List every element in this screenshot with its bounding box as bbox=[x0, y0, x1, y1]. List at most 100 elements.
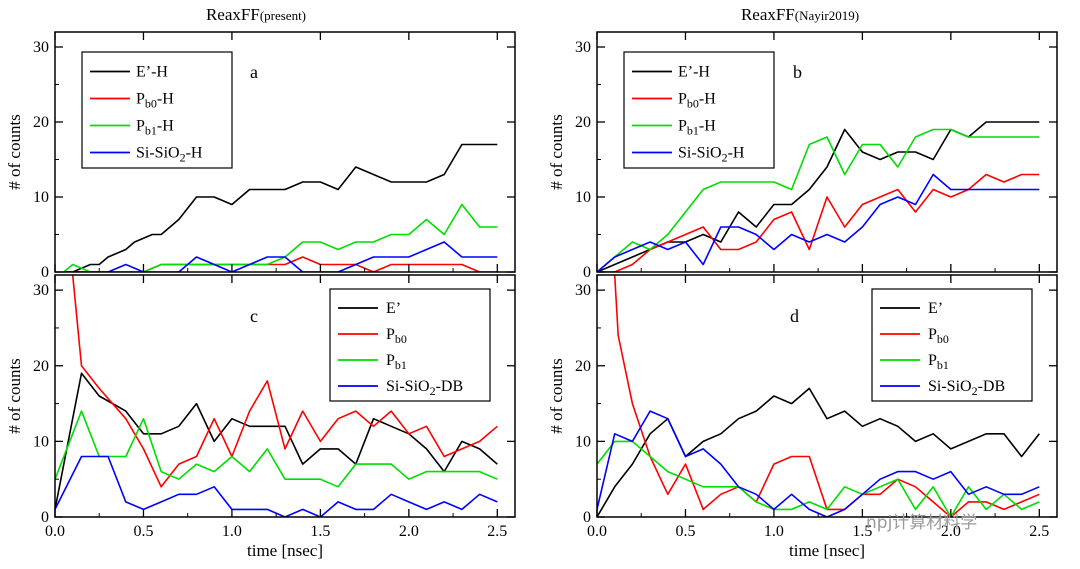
legend-label-part: 2 bbox=[430, 384, 436, 398]
panel-letter: d bbox=[790, 306, 799, 326]
panel-letter: a bbox=[250, 62, 258, 82]
legend-label-part: -H bbox=[699, 118, 716, 135]
y-tick-label: 20 bbox=[33, 114, 49, 131]
legend-label: Pb1 bbox=[386, 352, 407, 372]
series-line-c-0 bbox=[55, 372, 498, 510]
legend-label-part: -H bbox=[157, 91, 174, 108]
plot-frame-d bbox=[596, 274, 1058, 518]
plot-frame-c bbox=[54, 274, 516, 518]
x-tick-label: 2.5 bbox=[1029, 523, 1049, 540]
legend-label-part: P bbox=[136, 118, 145, 135]
y-tick-label: 20 bbox=[33, 358, 49, 375]
x-tick-label: 2.5 bbox=[487, 523, 507, 540]
series-line-a-0 bbox=[63, 143, 498, 272]
legend-label-part: P bbox=[678, 118, 687, 135]
y-axis-label: # of counts bbox=[547, 114, 566, 190]
legend-label: Pb0 bbox=[928, 326, 949, 346]
legend-label-part: b0 bbox=[687, 97, 699, 111]
legend-label: Pb1-H bbox=[136, 118, 174, 138]
series-line-b-1 bbox=[597, 173, 1040, 272]
series-line-d-1 bbox=[613, 275, 1040, 517]
y-tick-label: 10 bbox=[575, 189, 591, 206]
series-line-b-3 bbox=[597, 173, 1040, 272]
x-tick-label: 1.5 bbox=[852, 523, 872, 540]
x-tick-label: 1.5 bbox=[310, 523, 330, 540]
legend-label: Pb0-H bbox=[136, 91, 174, 111]
panel-letter: c bbox=[250, 306, 258, 326]
y-tick-label: 10 bbox=[33, 189, 49, 206]
series-line-d-0 bbox=[597, 387, 1040, 517]
y-tick-label: 0 bbox=[41, 509, 49, 526]
legend-label-part: P bbox=[678, 91, 687, 108]
panel-letter: b bbox=[793, 62, 802, 82]
x-tick-label: 0.5 bbox=[133, 523, 153, 540]
series-line-d-2 bbox=[597, 440, 1040, 517]
column-title-left: ReaxFF(present) bbox=[206, 5, 306, 24]
watermark: npj计算材料学 bbox=[866, 513, 977, 533]
legend-label-part: Si-SiO bbox=[386, 378, 430, 395]
x-tick-label: 2.0 bbox=[399, 523, 419, 540]
y-tick-label: 0 bbox=[583, 509, 591, 526]
legend-label-part: Si-SiO bbox=[928, 378, 972, 395]
y-tick-label: 30 bbox=[33, 39, 49, 56]
legend-label: E’ bbox=[386, 300, 401, 317]
legend-label-part: E’-H bbox=[678, 64, 710, 81]
y-tick-label: 10 bbox=[33, 433, 49, 450]
legend-d: E’ Pb0 Pb1 Si-SiO2-DB bbox=[871, 288, 1033, 402]
series-line-c-2 bbox=[55, 410, 498, 488]
x-axis-label: time [nsec] bbox=[789, 541, 865, 560]
plot-frame-a bbox=[54, 31, 516, 273]
legend-label-part: -H bbox=[157, 118, 174, 135]
legend-label-part: 2 bbox=[972, 384, 978, 398]
legend-label: Pb1 bbox=[928, 352, 949, 372]
legend-label-part: -DB bbox=[978, 378, 1006, 395]
legend-label-part: b1 bbox=[395, 358, 407, 372]
y-tick-label: 10 bbox=[575, 433, 591, 450]
legend-label: E’-H bbox=[136, 64, 168, 81]
legend-label-part: 2 bbox=[180, 151, 186, 165]
legend-label-part: P bbox=[136, 91, 145, 108]
legend-label: Si-SiO2-H bbox=[136, 145, 203, 165]
plot-frame-b bbox=[596, 31, 1058, 273]
legend-label-part: E’ bbox=[386, 300, 401, 317]
x-tick-label: 0.0 bbox=[45, 523, 65, 540]
series-line-c-1 bbox=[71, 275, 498, 488]
legend-label: Si-SiO2-H bbox=[678, 145, 745, 165]
legend-label-part: -H bbox=[699, 91, 716, 108]
legend-label-part: -DB bbox=[436, 378, 464, 395]
legend-label-part: Si-SiO bbox=[678, 145, 722, 162]
series-line-b-2 bbox=[597, 128, 1040, 272]
column-title-right: ReaxFF(Nayir2019) bbox=[741, 5, 859, 24]
legend-label: Pb1-H bbox=[678, 118, 716, 138]
legend-label-part: E’ bbox=[928, 300, 943, 317]
series-line-a-2 bbox=[63, 203, 498, 272]
legend-label-part: b0 bbox=[395, 332, 407, 346]
x-tick-label: 1.0 bbox=[222, 523, 242, 540]
legend-label-part: b0 bbox=[937, 332, 949, 346]
panel-c: 0.0 0.5 1.0 1.5 2.0 2.5 0 10 20 30 # of counts time… bbox=[5, 274, 516, 560]
y-tick-label: 30 bbox=[575, 282, 591, 299]
legend-label-part: P bbox=[928, 352, 937, 369]
x-axis-label: time [nsec] bbox=[247, 541, 323, 560]
y-axis-label: # of counts bbox=[5, 114, 24, 190]
y-tick-label: 0 bbox=[583, 264, 591, 281]
legend-label-part: Si-SiO bbox=[136, 145, 180, 162]
legend-label-part: 2 bbox=[722, 151, 728, 165]
legend-label-part: P bbox=[928, 326, 937, 343]
x-tick-label: 0.5 bbox=[675, 523, 695, 540]
legend-label: E’-H bbox=[678, 64, 710, 81]
legend-label-part: -H bbox=[728, 145, 745, 162]
legend-label: Pb0-H bbox=[678, 91, 716, 111]
legend-label-part: b0 bbox=[145, 97, 157, 111]
legend-label-part: b1 bbox=[145, 124, 157, 138]
y-axis-label: # of counts bbox=[5, 358, 24, 434]
legend-label: E’ bbox=[928, 300, 943, 317]
legend-label: Si-SiO2-DB bbox=[928, 378, 1005, 398]
